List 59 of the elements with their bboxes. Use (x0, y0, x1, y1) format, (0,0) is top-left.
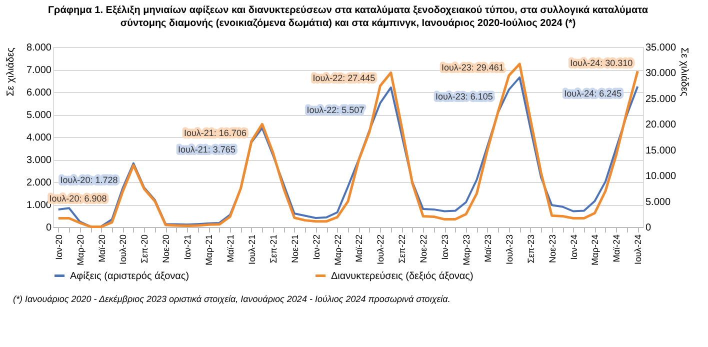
x-tick-label: Μαρ-23 (462, 234, 472, 266)
x-tick-label: Ιαν-21 (182, 234, 193, 260)
y2-tick-label: 15.000 (646, 145, 677, 156)
x-tick-label: Σεπ-23 (526, 234, 536, 264)
x-tick-label: Μαρ-24 (590, 234, 600, 266)
data-label: Ιουλ-23: 29.461 (441, 62, 504, 72)
y-tick-label: 7.000 (26, 65, 52, 76)
legend-label: Αφίξεις (αριστερός άξονας) (70, 270, 190, 282)
y2-tick-label: 5.000 (646, 196, 671, 208)
data-label: Ιουλ-24: 30.310 (570, 58, 633, 68)
x-tick-label: Σεπ-21 (268, 234, 278, 264)
data-label: Ιουλ-20: 1.728 (60, 175, 118, 186)
data-label: Ιουλ-24: 6.245 (564, 88, 622, 98)
y2-tick-label: 30.000 (646, 68, 677, 80)
y2-axis-title: Σε χιλιάδες (678, 48, 690, 96)
data-label: Ιουλ-22: 27.445 (312, 72, 376, 83)
x-tick-label: Ιουλ-23 (504, 234, 514, 264)
y-tick-label: 2.000 (26, 178, 52, 188)
data-label: Ιουλ-21: 16.706 (184, 128, 246, 138)
x-tick-label: Ιουλ-22 (376, 234, 386, 264)
y-tick-label: 5.000 (26, 110, 52, 121)
y2-tick-label: 20.000 (646, 120, 677, 131)
x-tick-label: Νοε-20 (161, 234, 172, 264)
y-tick-label: 6.000 (26, 88, 52, 98)
x-tick-label: Μαϊ-22 (354, 234, 364, 262)
x-tick-label: Νοε-22 (418, 234, 429, 264)
text: (*) Ιανουάριος 2020 - Δεκέμβριος 2023 οριστικά στοιχεία, Ιανουάριος 2024 - Ιούλιος 2024 προσωρινά στοιχεία. (13, 294, 450, 304)
data-label: Ιουλ-21: 3.765 (178, 144, 236, 154)
y2-tick-label: 0 (646, 222, 652, 234)
y-tick-label: 8.000 (26, 42, 52, 54)
x-tick-label: Νοε-23 (547, 234, 558, 264)
x-tick-label: Μαρ-22 (332, 234, 343, 266)
data-label: Ιουλ-23: 6.105 (435, 92, 493, 102)
legend-label: Διανυκτερεύσεις (δεξιός άξονας) (331, 270, 474, 282)
x-tick-label: Μαρ-21 (204, 234, 214, 266)
x-tick-label: Μαϊ-21 (226, 234, 236, 262)
x-tick-label: Μαϊ-20 (96, 234, 107, 262)
chart-title: Γράφημα 1. Εξέλιξη μηνιαίων αφίξεων και διανυκτερεύσεων στα καταλύματα ξενοδοχειακού τύπου, στα συλλογικά καταλύματα σύντομης διαμονής (ενοικιαζόμενα δωμάτια) και στα κάμπινγκ, Ιανουάριος 2020-Ιούλιος 2024 (*) (48, 5, 649, 29)
x-tick-label: Ιουλ-24 (633, 234, 644, 264)
x-tick-label: Ιαν-24 (568, 234, 579, 260)
x-tick-label: Μαρ-20 (75, 234, 86, 266)
x-tick-label: Σεπ-22 (397, 234, 408, 264)
y2-tick-label: 35.000 (646, 42, 677, 54)
x-tick-label: Ιαν-23 (440, 234, 450, 260)
y-axis-title: Σε χιλιάδες (6, 47, 16, 96)
x-tick-label: Μαϊ-24 (612, 234, 622, 262)
x-tick-label: Ιουλ-21 (246, 234, 257, 264)
x-tick-label: Ιαν-22 (311, 234, 322, 260)
x-tick-label: Σεπ-20 (140, 234, 150, 264)
data-label: Ιουλ-22: 5.507 (306, 105, 364, 116)
x-tick-label: Μαϊ-23 (482, 234, 493, 262)
x-tick-label: Ιουλ-20 (118, 234, 128, 264)
y-tick-label: 0 (46, 222, 52, 234)
y-tick-label: 4.000 (26, 132, 52, 144)
y2-tick-label: 25.000 (646, 94, 677, 105)
y-tick-label: 3.000 (26, 155, 52, 166)
x-tick-label: Ιαν-20 (54, 234, 64, 260)
x-tick-label: Νοε-21 (290, 234, 300, 264)
y2-tick-label: 10.000 (646, 171, 677, 182)
